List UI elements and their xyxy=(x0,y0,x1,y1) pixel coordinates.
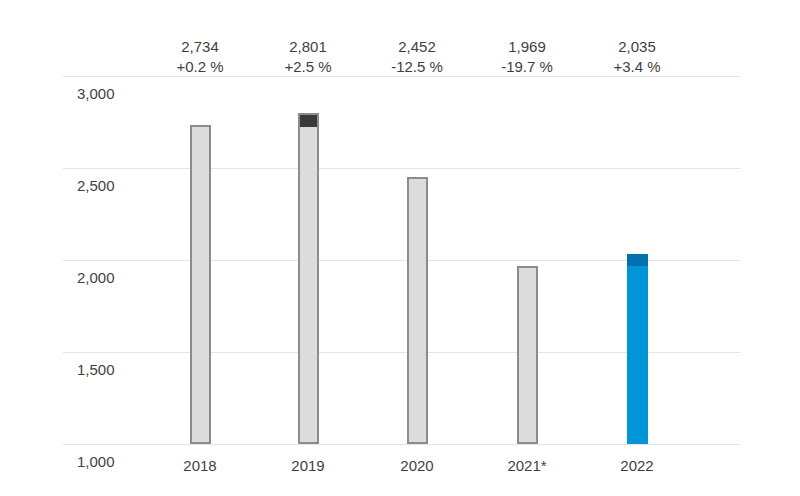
y-axis-tick-label: 2,000 xyxy=(77,269,115,287)
gridline-1000 xyxy=(63,444,740,445)
gridline-2500 xyxy=(63,168,740,169)
bar-value-label: 1,969-19.7 % xyxy=(501,37,553,77)
bar-2020 xyxy=(407,177,428,444)
value-text: 1,969 xyxy=(501,37,553,57)
bar-value-label: 2,734+0.2 % xyxy=(176,37,223,77)
y-axis-tick-label: 1,000 xyxy=(77,453,115,471)
bar-value-label: 2,035+3.4 % xyxy=(613,37,660,77)
value-text: 2,452 xyxy=(391,37,443,57)
x-axis-category-label: 2019 xyxy=(291,457,324,475)
x-axis-category-label: 2022 xyxy=(620,457,653,475)
bar-value-label: 2,801+2.5 % xyxy=(284,37,331,77)
bar-2018 xyxy=(190,125,211,444)
y-axis-tick-label: 2,500 xyxy=(77,177,115,195)
y-axis-tick-label: 3,000 xyxy=(77,85,115,103)
bar-2021 xyxy=(517,266,538,444)
bar-2022 xyxy=(627,254,648,444)
change-percent-text: -19.7 % xyxy=(501,57,553,77)
change-percent-text: +2.5 % xyxy=(284,57,331,77)
value-text: 2,734 xyxy=(176,37,223,57)
y-axis-tick-label: 1,500 xyxy=(77,361,115,379)
x-axis-category-label: 2021* xyxy=(507,457,546,475)
gain-segment xyxy=(627,254,648,266)
change-percent-text: +3.4 % xyxy=(613,57,660,77)
x-axis-category-label: 2020 xyxy=(400,457,433,475)
bar-value-label: 2,452-12.5 % xyxy=(391,37,443,77)
gain-segment xyxy=(300,115,317,127)
change-percent-text: +0.2 % xyxy=(176,57,223,77)
value-text: 2,035 xyxy=(613,37,660,57)
x-axis-category-label: 2018 xyxy=(183,457,216,475)
change-percent-text: -12.5 % xyxy=(391,57,443,77)
annual-bar-chart: 3,000 2,500 2,000 1,500 1,000 2,734+0.2 % 2018… xyxy=(0,0,800,496)
value-text: 2,801 xyxy=(284,37,331,57)
bar-2019 xyxy=(298,113,319,444)
